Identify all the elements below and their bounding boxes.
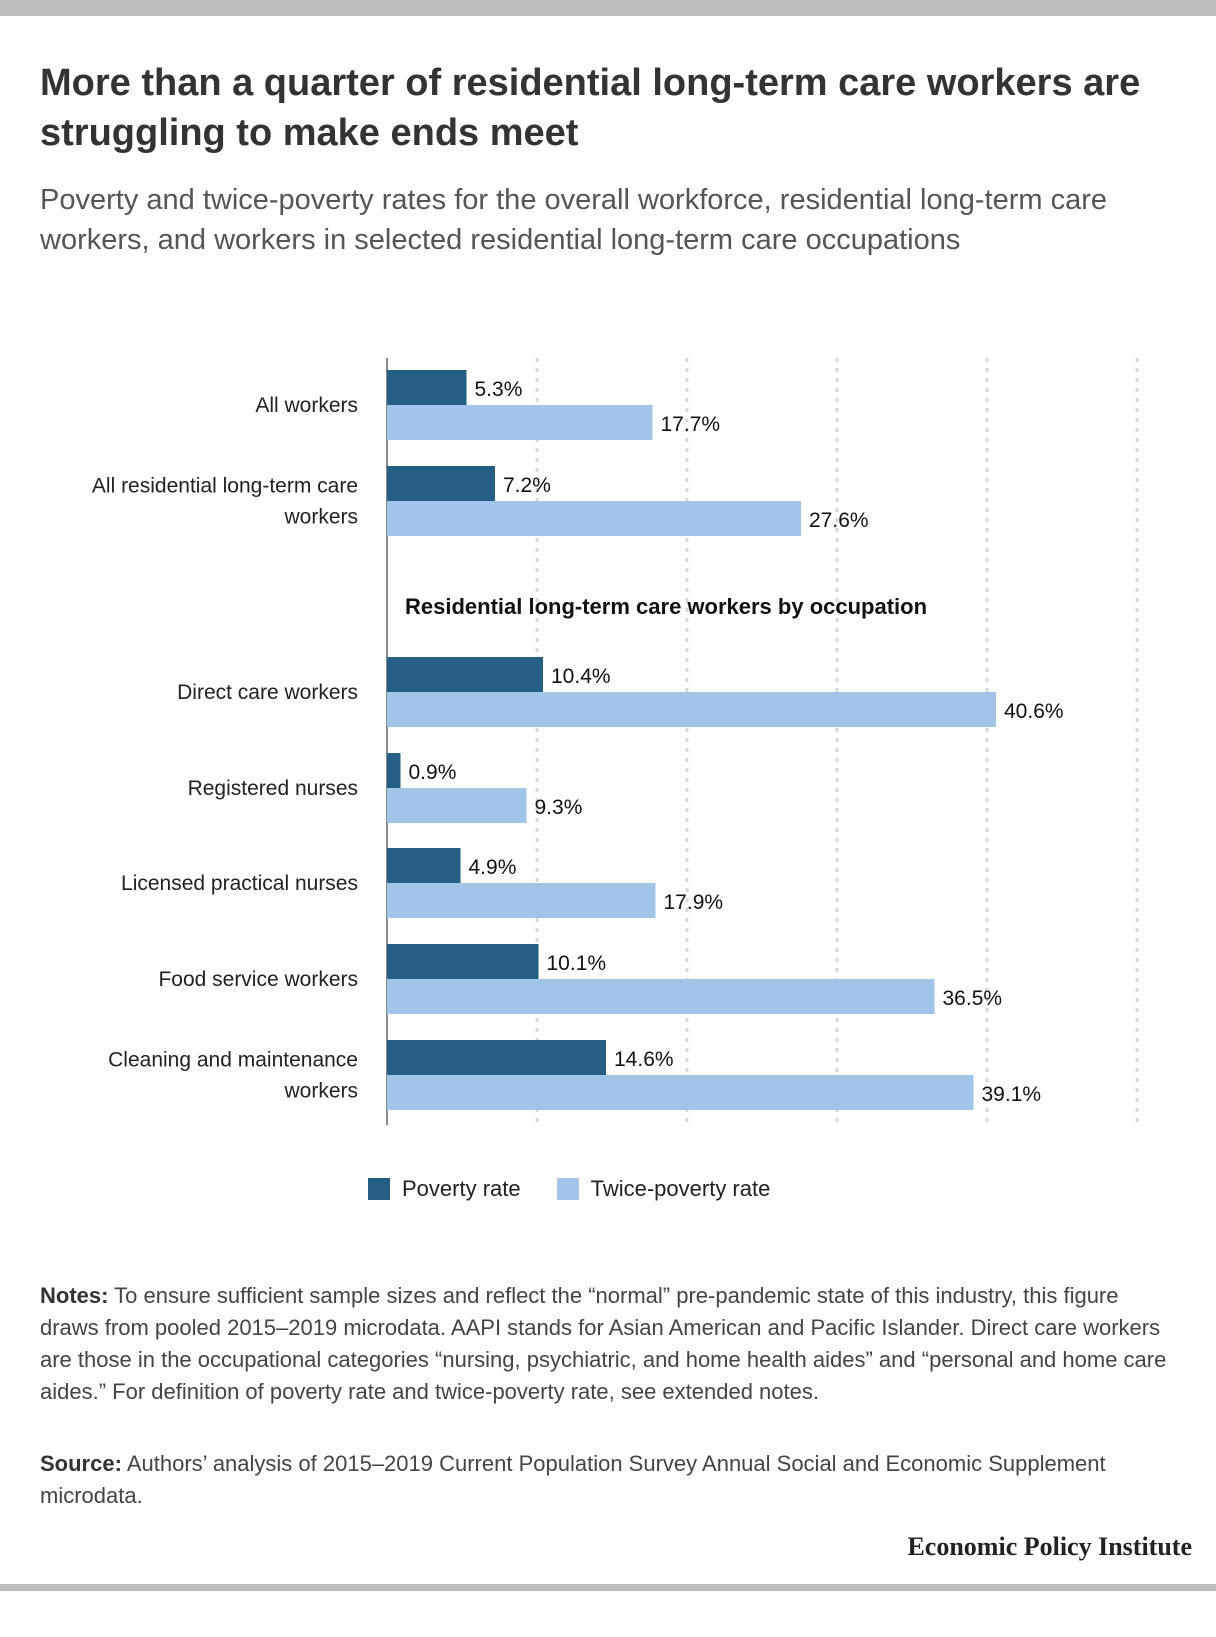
bar (387, 848, 461, 883)
bar (387, 1075, 974, 1110)
source-text: Authors’ analysis of 2015–2019 Current P… (40, 1451, 1106, 1508)
data-label: 27.6% (809, 509, 869, 532)
legend-item-poverty: Poverty rate (368, 1176, 521, 1202)
section-heading: Residential long-term care workers by oc… (405, 594, 927, 619)
source: Source: Authors’ analysis of 2015–2019 C… (40, 1448, 1180, 1512)
category-label: Direct care workers (177, 681, 358, 704)
data-label: 17.9% (664, 891, 724, 914)
bar (387, 788, 527, 823)
category-label: All workers (255, 394, 358, 417)
category-label: Licensed practical nurses (121, 872, 358, 895)
data-label: 39.1% (982, 1083, 1042, 1106)
data-label: 17.7% (661, 413, 721, 436)
notes-label: Notes: (40, 1283, 109, 1308)
bar (387, 753, 401, 788)
legend-label-poverty: Poverty rate (402, 1176, 521, 1201)
data-label: 0.9% (409, 761, 457, 784)
category-label: All residential long-term care (92, 475, 358, 498)
category-label: workers (283, 1080, 358, 1103)
bar (387, 944, 539, 979)
data-label: 4.9% (469, 856, 517, 879)
bar (387, 692, 996, 727)
notes-text: To ensure sufficient sample sizes and re… (40, 1283, 1167, 1404)
bottom-rule (0, 1584, 1216, 1591)
category-label: Cleaning and maintenance (108, 1049, 358, 1072)
data-label: 9.3% (535, 796, 583, 819)
chart-legend: Poverty rate Twice-poverty rate (368, 1176, 806, 1202)
epi-logo: Economic Policy Institute (907, 1532, 1192, 1561)
legend-item-twice-poverty: Twice-poverty rate (556, 1176, 771, 1202)
bar (387, 405, 653, 440)
legend-swatch-twice-poverty (556, 1178, 579, 1200)
bar (387, 370, 467, 405)
data-label: 10.1% (547, 952, 607, 975)
bar (387, 883, 656, 918)
source-label: Source: (40, 1451, 122, 1476)
category-label: workers (283, 506, 358, 529)
category-label: Food service workers (158, 968, 358, 991)
chart-title: More than a quarter of residential long-… (40, 62, 1141, 154)
bar (387, 979, 935, 1014)
data-label: 36.5% (943, 987, 1003, 1010)
data-label: 10.4% (551, 665, 611, 688)
category-label: Registered nurses (188, 777, 358, 800)
bar (387, 501, 801, 536)
bar (387, 1040, 606, 1075)
top-rule (0, 0, 1216, 16)
bar (387, 657, 543, 692)
bar-chart: Residential long-term care workers by oc… (92, 358, 1139, 1125)
chart-subtitle: Poverty and twice-poverty rates for the … (40, 184, 1107, 256)
legend-label-twice-poverty: Twice-poverty rate (590, 1176, 771, 1201)
notes: Notes: To ensure sufficient sample sizes… (40, 1280, 1180, 1408)
data-label: 5.3% (475, 378, 523, 401)
bar (387, 466, 495, 501)
data-label: 14.6% (614, 1048, 674, 1071)
data-label: 40.6% (1004, 700, 1064, 723)
data-label: 7.2% (503, 474, 551, 497)
legend-swatch-poverty (368, 1178, 390, 1200)
